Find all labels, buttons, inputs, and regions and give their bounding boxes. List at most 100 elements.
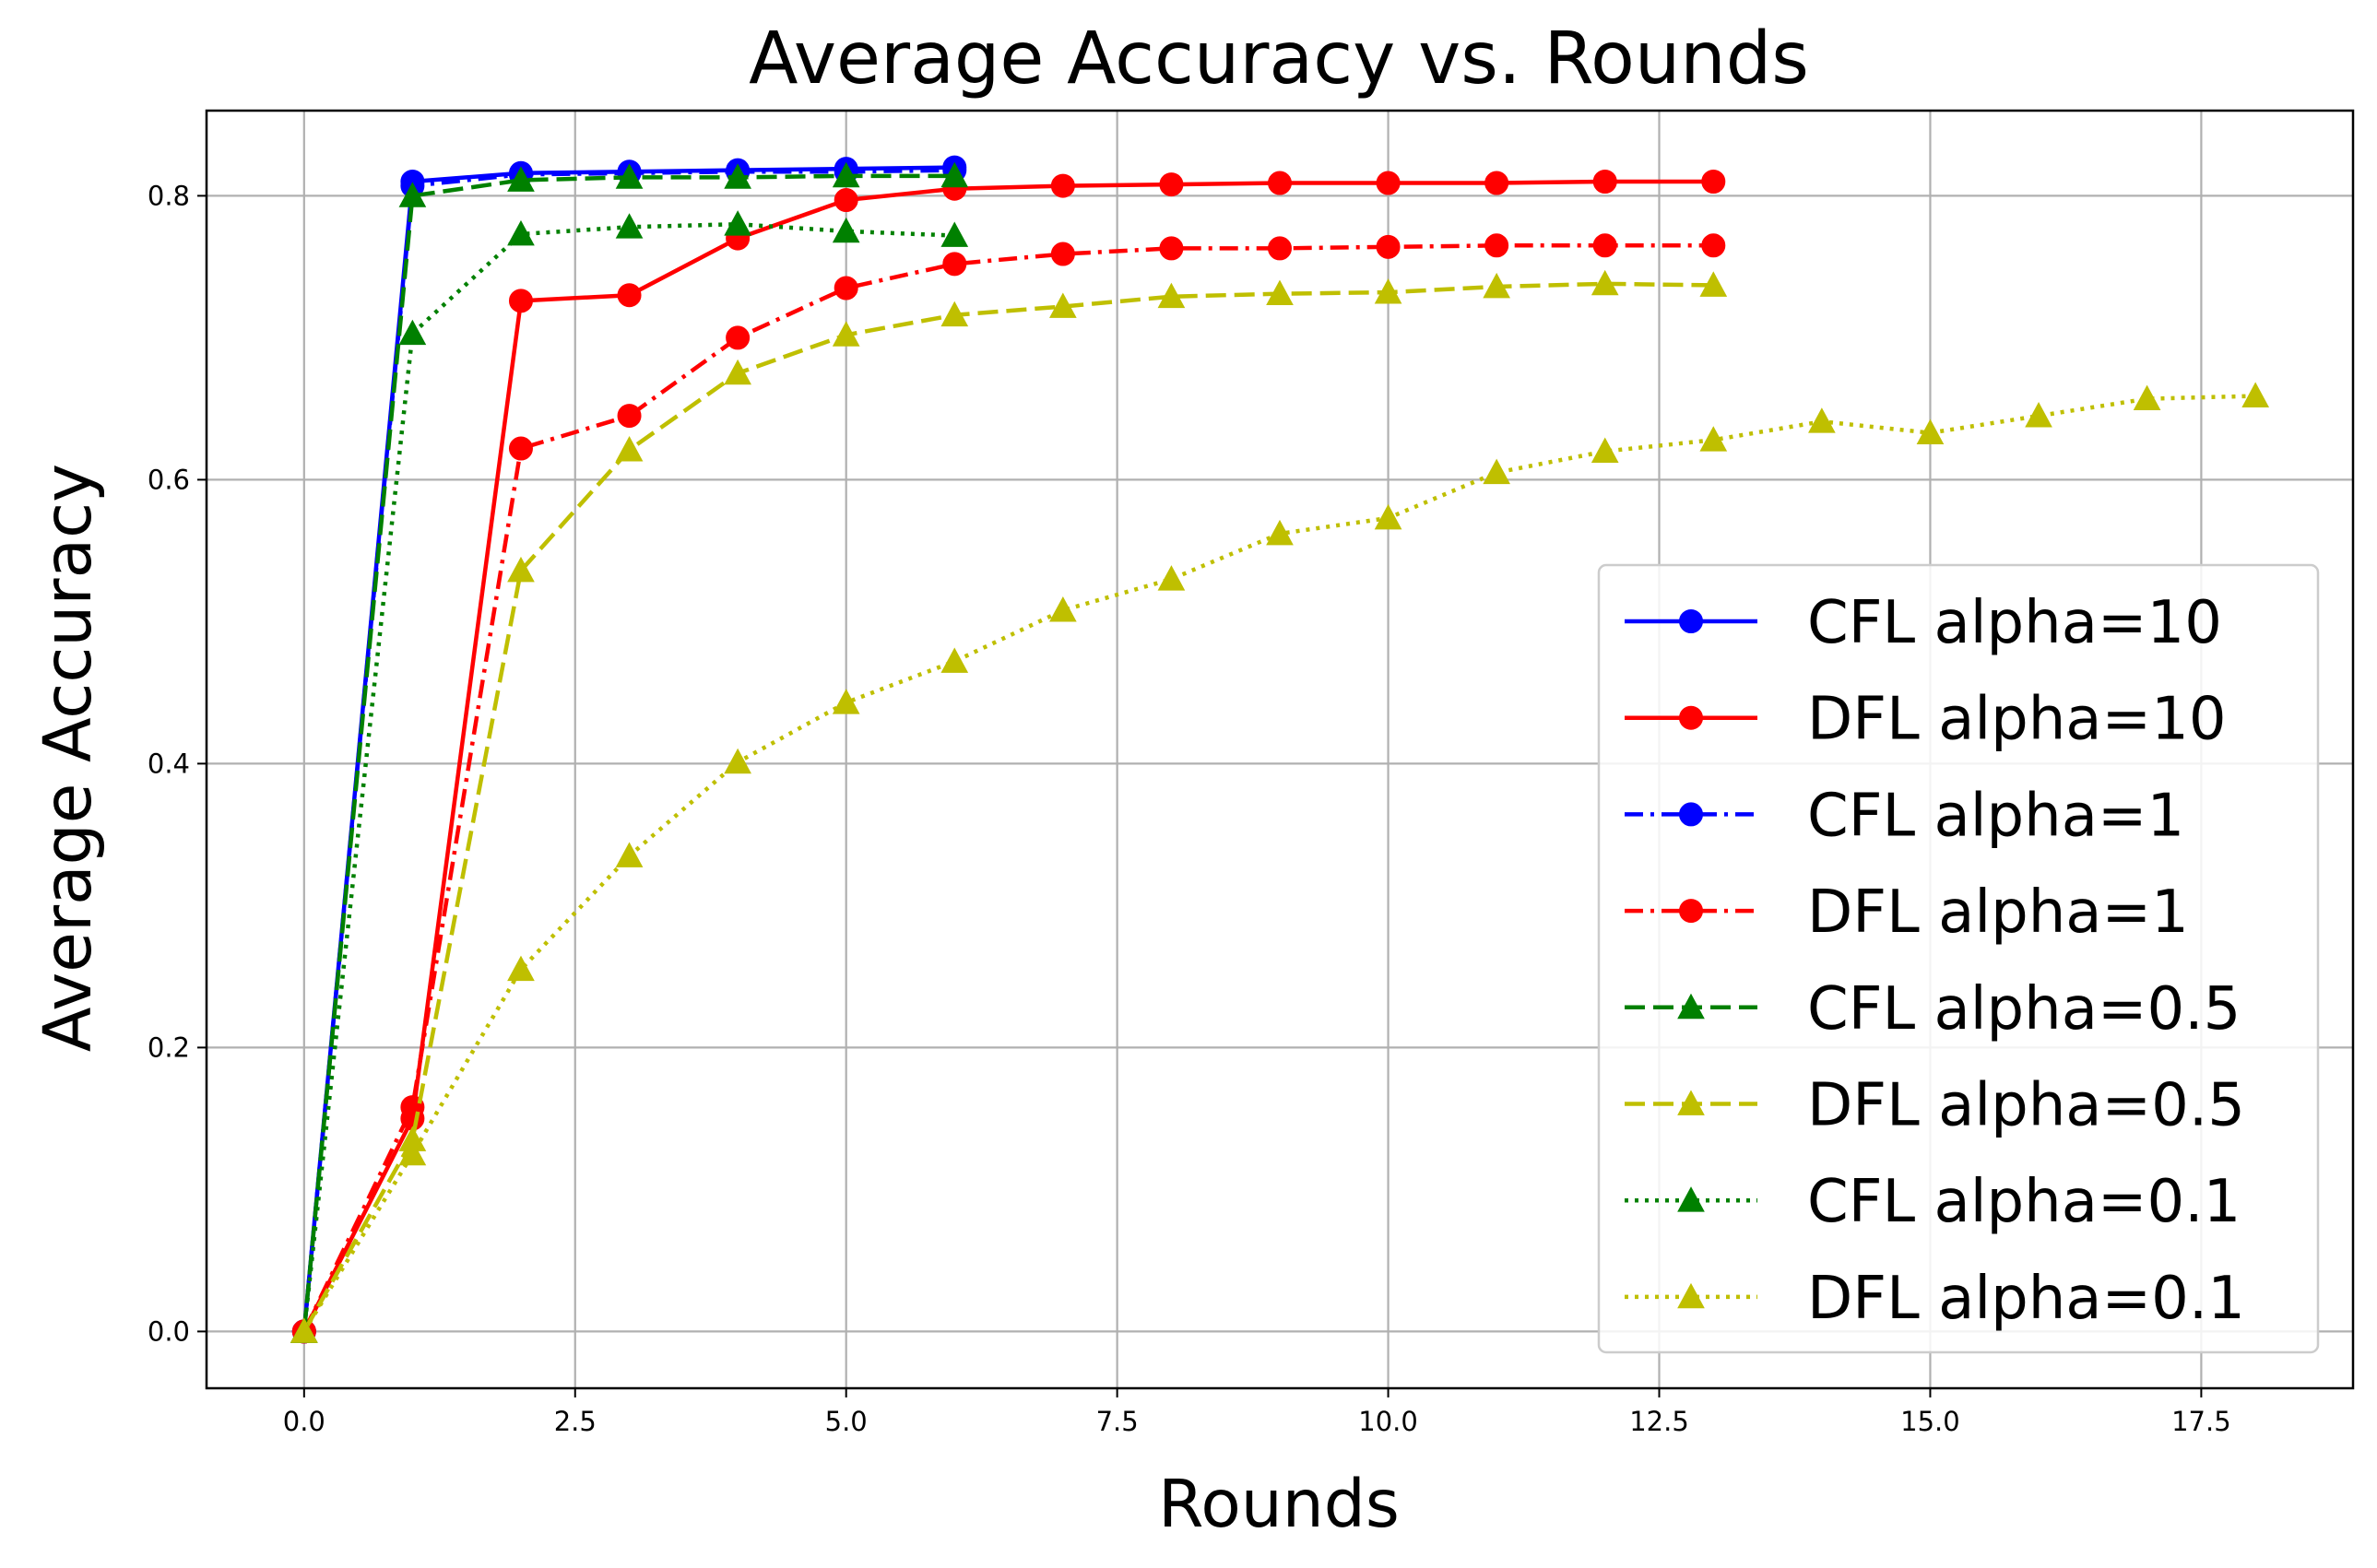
data-point xyxy=(832,689,860,714)
data-point xyxy=(507,556,535,583)
data-point xyxy=(1050,173,1075,198)
data-point xyxy=(940,161,969,188)
series-dfl-alpha-1 xyxy=(291,233,1726,1344)
series-line xyxy=(302,243,1714,1333)
x-tick-label: 2.5 xyxy=(554,1406,597,1437)
data-point xyxy=(1266,519,1294,546)
data-point xyxy=(1268,236,1292,261)
data-point xyxy=(615,213,644,239)
data-point xyxy=(1268,171,1292,195)
data-point xyxy=(615,163,644,189)
plot-frame xyxy=(205,109,2355,1390)
legend-item: DFL alpha=0.5 xyxy=(1625,1072,2245,1140)
data-point xyxy=(834,188,858,213)
x-tick-label: 15.0 xyxy=(1900,1406,1960,1437)
data-point xyxy=(507,219,535,246)
data-point xyxy=(1483,458,1510,485)
x-tick-label: 7.5 xyxy=(1096,1406,1139,1437)
data-point xyxy=(507,955,535,982)
data-point xyxy=(940,647,969,673)
data-point xyxy=(2241,382,2270,407)
data-point xyxy=(942,252,967,277)
data-point xyxy=(617,404,642,429)
data-point xyxy=(724,359,751,385)
legend-marker xyxy=(1679,802,1703,827)
legend-label: DFL alpha=10 xyxy=(1807,686,2227,754)
data-point xyxy=(2133,384,2161,411)
data-point xyxy=(1376,234,1401,259)
data-point xyxy=(724,163,751,189)
x-tick-label: 0.0 xyxy=(283,1406,325,1437)
legend-item: DFL alpha=0.1 xyxy=(1625,1265,2245,1333)
legend-label: DFL alpha=0.1 xyxy=(1807,1265,2245,1333)
x-axis-label: Rounds xyxy=(1158,1466,1400,1542)
data-point xyxy=(1591,437,1619,463)
data-point xyxy=(617,283,642,308)
data-point xyxy=(940,301,969,327)
legend-marker xyxy=(1677,993,1705,1020)
legend-marker xyxy=(1677,1090,1705,1115)
data-point xyxy=(1483,272,1510,299)
data-point xyxy=(1484,171,1509,195)
data-point xyxy=(1592,170,1617,194)
data-point xyxy=(1157,282,1186,309)
x-tick-label: 17.5 xyxy=(2171,1406,2231,1437)
data-point xyxy=(398,182,427,207)
y-tick-label: 0.6 xyxy=(148,464,190,495)
series-dfl-alpha-0-1 xyxy=(290,382,2270,1343)
legend-label: CFL alpha=10 xyxy=(1807,589,2222,657)
legend-label: CFL alpha=0.5 xyxy=(1807,975,2241,1043)
legend: CFL alpha=10 DFL alpha=10 CFL alpha=1 DFL a… xyxy=(1597,563,2320,1354)
data-point xyxy=(832,321,860,347)
legend-marker xyxy=(1679,609,1703,633)
legend-marker xyxy=(1677,1186,1705,1212)
data-point xyxy=(1699,426,1728,452)
data-point xyxy=(1484,233,1509,258)
data-point xyxy=(1701,233,1726,258)
data-point xyxy=(1157,565,1186,591)
data-point xyxy=(1050,242,1075,266)
legend-item: CFL alpha=10 xyxy=(1625,589,2222,657)
y-tick-label: 0.4 xyxy=(148,748,190,779)
data-point xyxy=(2025,402,2052,428)
data-point xyxy=(940,221,969,247)
x-tick-label: 12.5 xyxy=(1629,1406,1689,1437)
series-line xyxy=(302,281,1714,1333)
y-tick-label: 0.0 xyxy=(148,1315,190,1347)
data-point xyxy=(1049,292,1077,318)
legend-marker xyxy=(1677,1282,1705,1309)
legend-label: CFL alpha=0.1 xyxy=(1807,1168,2241,1236)
data-point xyxy=(834,276,858,301)
data-point xyxy=(1374,503,1402,530)
data-point xyxy=(615,842,644,867)
data-point xyxy=(726,325,751,350)
legend-label: CFL alpha=1 xyxy=(1807,782,2184,850)
y-axis-label: Average Accuracy xyxy=(30,464,106,1052)
data-point xyxy=(1699,271,1728,297)
data-point xyxy=(1266,279,1294,306)
data-point xyxy=(507,166,535,192)
data-point xyxy=(398,1139,427,1166)
series-dfl-alpha-10 xyxy=(291,170,1726,1344)
legend-label: DFL alpha=0.5 xyxy=(1807,1072,2245,1140)
y-tick-label: 0.8 xyxy=(148,180,190,211)
data-point xyxy=(1376,171,1401,195)
chart-title: Average Accuracy vs. Rounds xyxy=(749,18,1809,100)
legend-item: CFL alpha=1 xyxy=(1625,782,2184,850)
data-point xyxy=(1808,407,1836,433)
x-tick-label: 10.0 xyxy=(1358,1406,1418,1437)
legend-item: CFL alpha=0.5 xyxy=(1625,975,2241,1043)
data-point xyxy=(1701,170,1726,194)
plot-series xyxy=(290,155,2270,1344)
data-point xyxy=(1374,278,1402,304)
data-point xyxy=(1592,233,1617,258)
data-point xyxy=(615,436,644,462)
legend-marker xyxy=(1679,705,1703,730)
legend-label: DFL alpha=1 xyxy=(1807,878,2189,947)
legend-marker xyxy=(1679,899,1703,924)
data-point xyxy=(508,289,533,313)
data-point xyxy=(398,319,427,346)
legend-item: DFL alpha=10 xyxy=(1625,686,2227,754)
data-point xyxy=(508,436,533,461)
